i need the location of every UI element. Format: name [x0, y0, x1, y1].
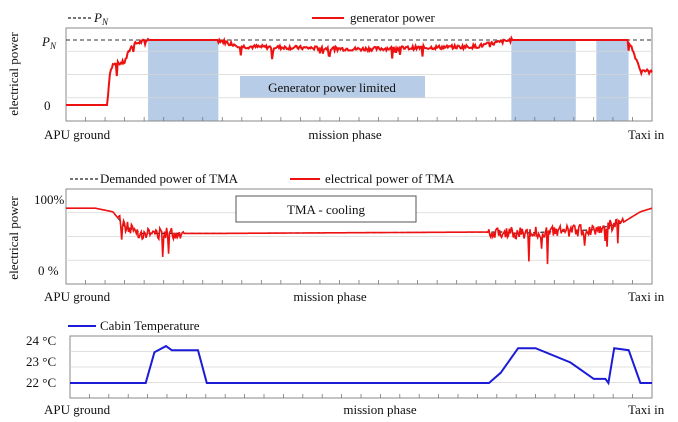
y-tick-100: 100%: [34, 192, 65, 207]
x-start-label: APU ground: [44, 289, 111, 304]
generator-power-line: [66, 35, 653, 106]
limited-region: [511, 40, 576, 121]
x-end-label: Taxi in: [628, 289, 665, 304]
y-tick-0: 0 %: [38, 263, 59, 278]
y-tick-pn: PN: [41, 34, 57, 51]
y-tick-23: 23 °C: [26, 354, 56, 369]
cabin-temperature-line: [70, 344, 652, 386]
legend-pn-label: PN: [93, 10, 109, 27]
x-label: mission phase: [308, 127, 382, 142]
y-tick-22: 22 °C: [26, 375, 56, 390]
x-start-label: APU ground: [44, 127, 111, 142]
annotation-text: Generator power limited: [268, 80, 396, 95]
y-tick-24: 24 °C: [26, 333, 56, 348]
x-start-label: APU ground: [44, 402, 111, 417]
legend-cabin-label: Cabin Temperature: [100, 318, 200, 333]
shaded-regions: [148, 40, 629, 121]
annotation-text: TMA - cooling: [287, 202, 365, 217]
limited-region: [596, 40, 629, 121]
y-label: electrical power: [6, 196, 21, 280]
limited-region: [148, 40, 219, 121]
x-end-label: Taxi in: [628, 127, 665, 142]
legend-tma-label: electrical power of TMA: [325, 171, 455, 186]
x-label: mission phase: [293, 289, 367, 304]
x-label: mission phase: [343, 402, 417, 417]
panel-cabin-temperature: Cabin Temperature 24 °C 23 °C 22 °C APU …: [26, 318, 665, 417]
grid: [70, 351, 652, 398]
legend-demanded-label: Demanded power of TMA: [100, 171, 239, 186]
tma-power-line: [66, 207, 653, 265]
annotation-box: [235, 195, 417, 223]
annotation-box: [240, 76, 425, 98]
legend-generator-label: generator power: [350, 10, 435, 25]
grid: [66, 212, 652, 284]
y-label: electrical power: [6, 32, 21, 116]
panel-generator-power: PN generator power Generator power limit…: [6, 10, 665, 142]
grid: [66, 50, 652, 121]
x-end-label: Taxi in: [628, 402, 665, 417]
panel-tma-power: Demanded power of TMA electrical power o…: [6, 171, 665, 304]
y-tick-zero: 0: [44, 98, 51, 113]
